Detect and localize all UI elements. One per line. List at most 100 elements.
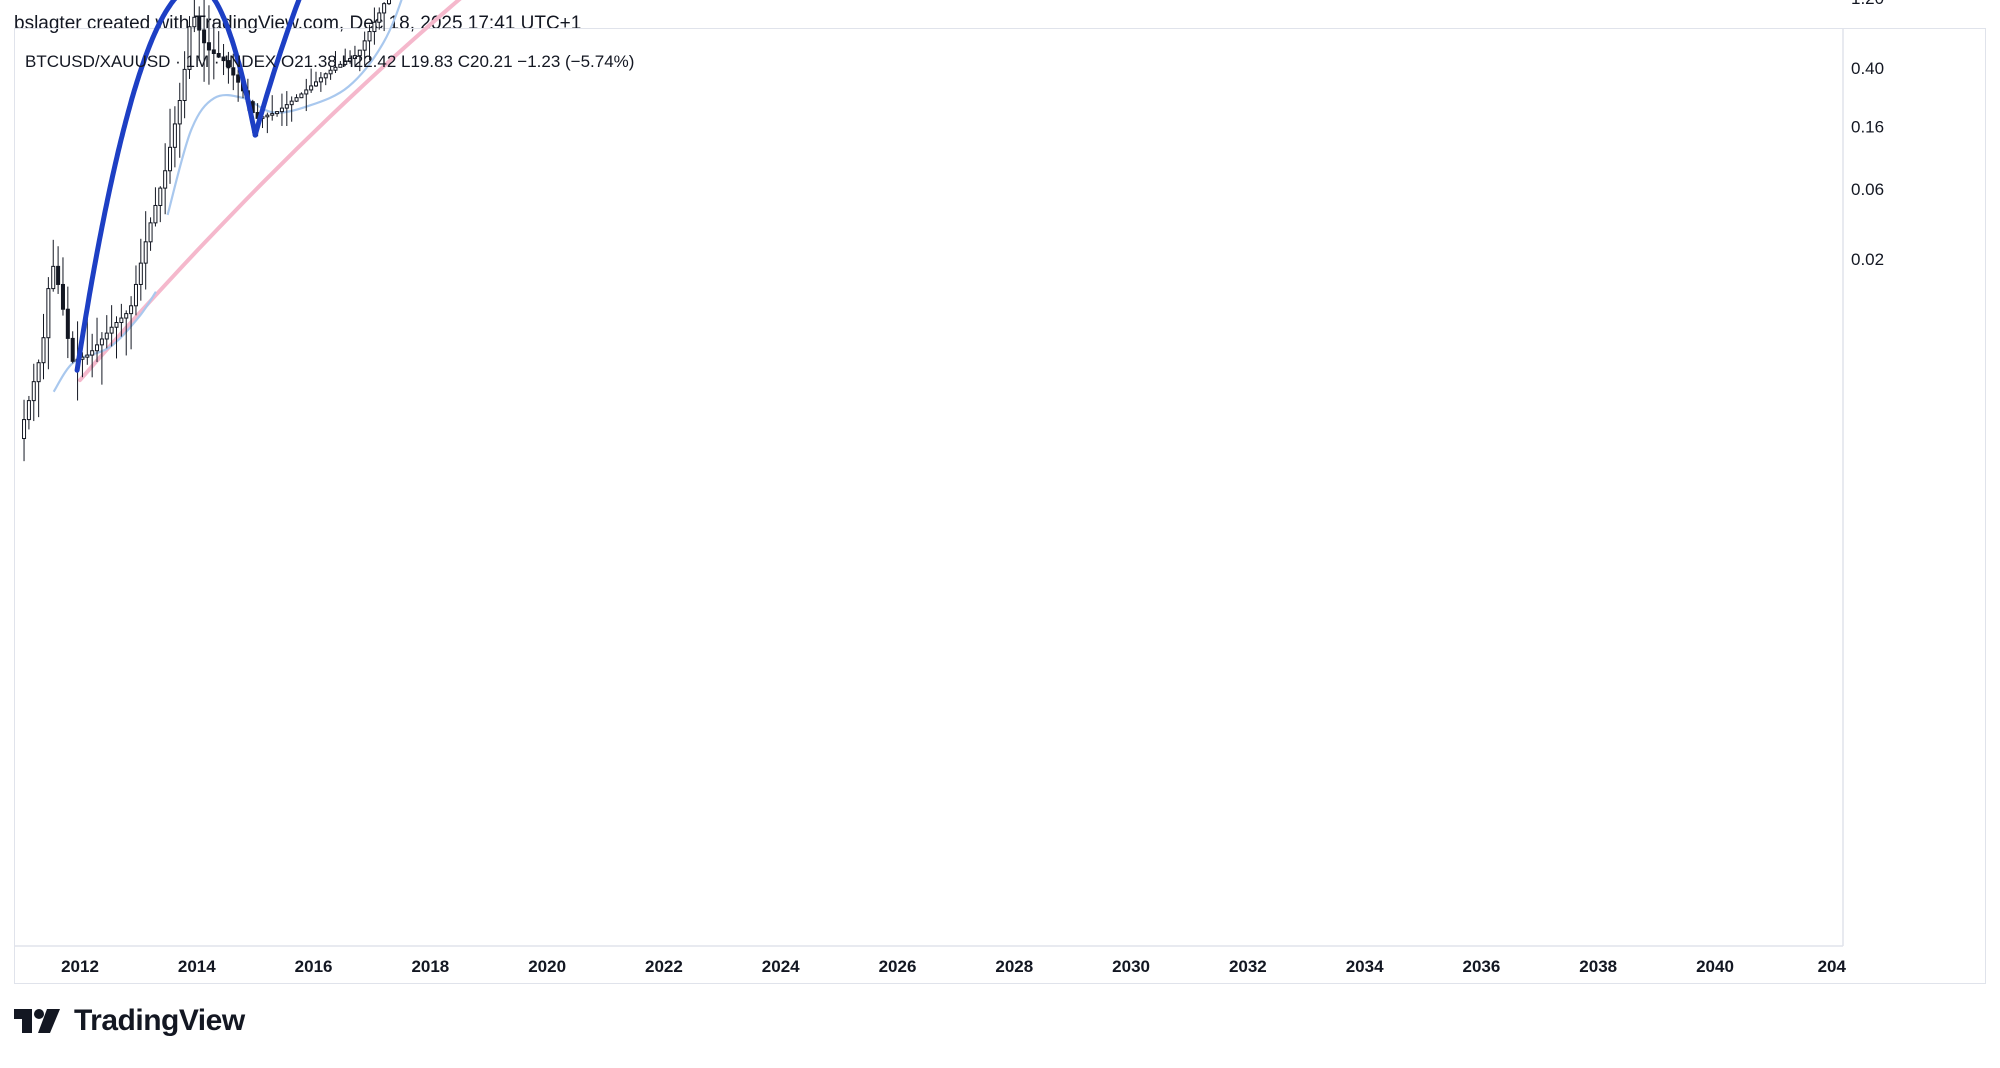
- candle-body: [197, 16, 202, 31]
- candle-body: [377, 12, 382, 23]
- candle-body: [323, 73, 328, 79]
- tradingview-footer[interactable]: TradingView: [14, 1004, 245, 1038]
- candle-body: [85, 354, 90, 358]
- candle: [56, 246, 61, 294]
- tradingview-logo-icon: [14, 1009, 60, 1033]
- candle-body: [236, 74, 241, 83]
- candle: [226, 51, 231, 84]
- candle-body: [338, 63, 343, 68]
- price-tick-label: 1.20: [1851, 0, 1884, 8]
- price-axis[interactable]: 45,000.0017,500.006,500.002,500.00900.00…: [1851, 0, 1927, 269]
- candle: [187, 16, 192, 79]
- candle-body: [158, 187, 163, 206]
- candle-body: [114, 322, 119, 328]
- candle: [192, 0, 197, 33]
- candle: [70, 331, 75, 364]
- candle-body: [284, 104, 289, 109]
- candle-body: [143, 241, 148, 264]
- candle: [202, 0, 207, 82]
- candle: [153, 187, 158, 227]
- candle-body: [119, 317, 124, 324]
- candle-body: [299, 93, 304, 99]
- candle: [22, 399, 27, 462]
- candle-body: [31, 381, 36, 402]
- candle: [51, 239, 56, 292]
- candle: [36, 359, 41, 418]
- candle-body: [372, 21, 377, 33]
- candle-body: [216, 52, 221, 58]
- candle-body: [192, 16, 197, 28]
- candle-body: [56, 265, 61, 285]
- cycle-arcs-group: [74, 0, 302, 373]
- candle: [95, 317, 100, 363]
- candle-body: [65, 308, 70, 339]
- candle: [60, 257, 65, 316]
- candle: [236, 69, 241, 102]
- candle-body: [153, 204, 158, 224]
- candle-body: [318, 77, 323, 83]
- time-tick-label: 2026: [879, 957, 917, 976]
- tradingview-wordmark: TradingView: [74, 1004, 245, 1037]
- candle: [133, 265, 138, 316]
- candle: [318, 72, 323, 92]
- candle: [216, 31, 221, 59]
- candle: [377, 7, 382, 30]
- symbol-legend: BTCUSD/XAUUSD · 1M · INDEX O21.38 H22.42…: [25, 52, 635, 71]
- candle-body: [348, 58, 353, 62]
- time-axis[interactable]: 2012 2014 2016 2018 2020 2022 2024 2026 2028 2030…: [61, 957, 1846, 976]
- candle: [143, 211, 148, 290]
- price-axis-pane: [1843, 29, 1985, 983]
- candle: [343, 48, 348, 67]
- candle: [328, 65, 333, 80]
- candle-body: [138, 262, 143, 285]
- candle: [362, 31, 367, 66]
- candle-body: [26, 400, 31, 421]
- candle: [163, 143, 168, 215]
- candle-body: [386, 0, 392, 5]
- candle-body: [172, 123, 177, 148]
- time-tick-label: 2032: [1229, 957, 1267, 976]
- moving-average-line-1: [52, 291, 157, 393]
- candle-body: [182, 68, 187, 102]
- candle: [206, 5, 211, 85]
- candle-body: [206, 42, 211, 51]
- candle: [265, 112, 270, 134]
- candle: [148, 217, 153, 251]
- time-tick-label: 2030: [1112, 957, 1150, 976]
- candle-body: [109, 326, 114, 334]
- candle-body: [41, 337, 46, 364]
- candle: [382, 2, 387, 32]
- price-tick-label: 0.40: [1851, 59, 1884, 78]
- time-tick-label: 2012: [61, 957, 99, 976]
- candle-body: [279, 107, 284, 113]
- candle-body: [46, 288, 51, 339]
- candle-body: [163, 170, 168, 189]
- candle: [309, 68, 314, 93]
- candle: [284, 91, 289, 127]
- candle: [294, 94, 299, 102]
- candle: [357, 49, 362, 72]
- candle-body: [104, 332, 109, 340]
- time-tick-label: 2038: [1579, 957, 1617, 976]
- time-tick-label: 2020: [528, 957, 566, 976]
- candle: [338, 61, 343, 68]
- candle-body: [367, 31, 372, 42]
- candle: [372, 7, 377, 45]
- moving-average-line-2: [166, 0, 403, 216]
- candle: [275, 111, 280, 117]
- candle: [168, 108, 173, 184]
- candle: [114, 316, 119, 359]
- candle-body: [333, 66, 338, 71]
- candle: [172, 106, 177, 168]
- candle: [90, 333, 95, 378]
- time-tick-label: 204: [1818, 957, 1847, 976]
- cycle-arc-1: [74, 0, 258, 373]
- time-tick-label: 2028: [995, 957, 1033, 976]
- candle-body: [226, 60, 231, 69]
- time-tick-label: 2022: [645, 957, 683, 976]
- candle: [182, 51, 187, 119]
- candle: [85, 316, 90, 365]
- candle-body: [294, 97, 299, 102]
- time-tick-label: 2018: [411, 957, 449, 976]
